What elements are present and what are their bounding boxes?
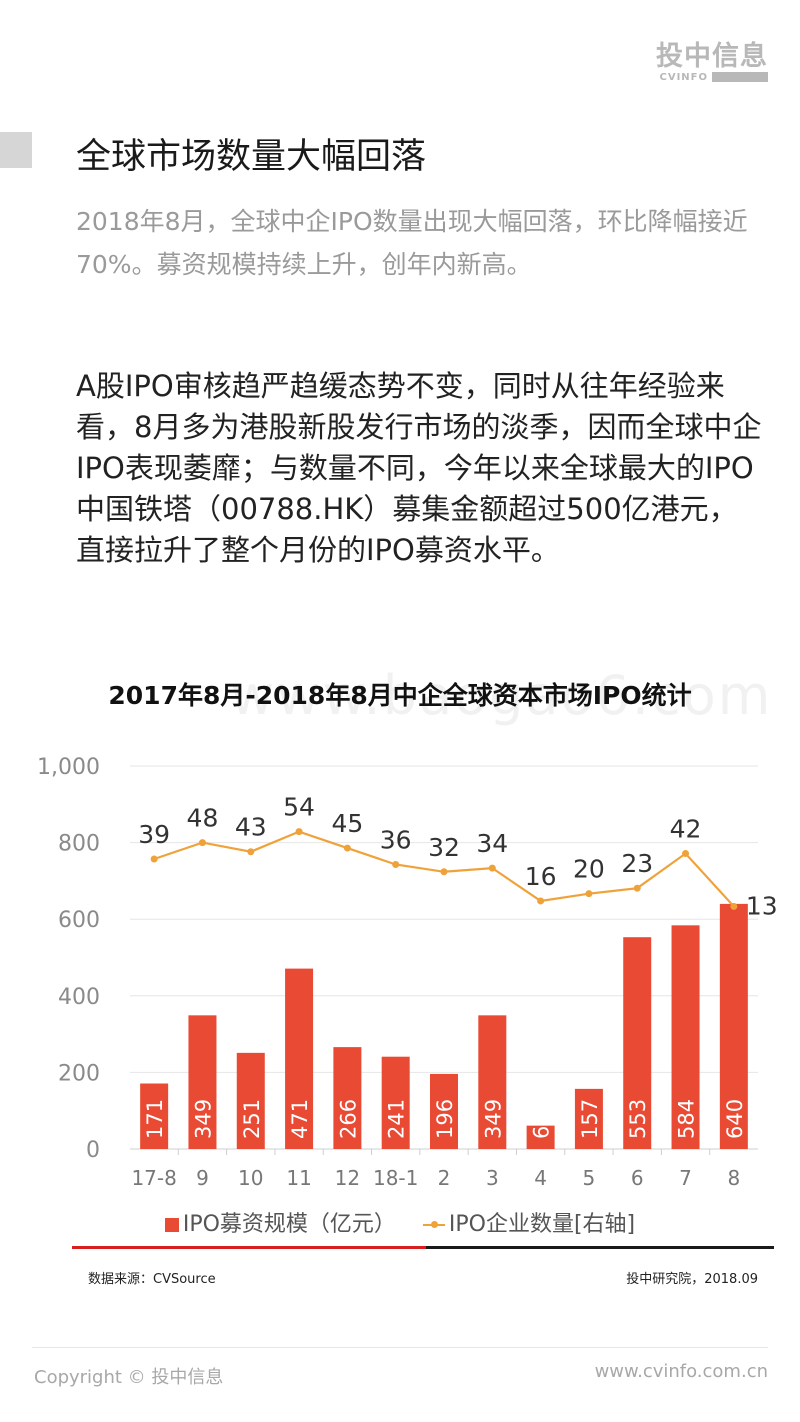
page-subtitle: 2018年8月，全球中企IPO数量出现大幅回落，环比降幅接近70%。募资规模持续… xyxy=(76,207,748,279)
line-data-label: 16 xyxy=(525,862,557,891)
x-tick-label: 8 xyxy=(727,1166,740,1190)
x-tick-label: 18-1 xyxy=(373,1166,418,1190)
line-point xyxy=(730,902,738,910)
site-url[interactable]: www.cvinfo.com.cn xyxy=(594,1361,768,1382)
line-point xyxy=(343,844,351,852)
bar xyxy=(719,903,748,1149)
logo-cn: 投中信息 xyxy=(656,41,768,72)
bar-data-label: 553 xyxy=(626,1099,650,1139)
x-tick-label: 6 xyxy=(631,1166,644,1190)
bar-data-label: 171 xyxy=(143,1099,167,1139)
bar xyxy=(236,1052,265,1149)
bar-data-label: 640 xyxy=(723,1099,747,1139)
line-point xyxy=(537,897,545,905)
x-tick-label: 17-8 xyxy=(131,1166,176,1190)
line-data-label: 45 xyxy=(331,809,363,838)
bar-data-label: 241 xyxy=(385,1099,409,1139)
legend-item-line: IPO企业数量[右轴] xyxy=(422,1206,636,1238)
line-data-label: 54 xyxy=(283,793,315,822)
line-data-label: 13 xyxy=(746,891,778,920)
legend-line-swatch xyxy=(422,1221,445,1228)
line-data-label: 20 xyxy=(573,855,605,884)
footer-divider xyxy=(32,1347,768,1348)
y-tick-label: 600 xyxy=(58,908,100,933)
line-point xyxy=(295,828,303,836)
bar xyxy=(671,925,700,1149)
legend-bar-label: IPO募资规模（亿元） xyxy=(182,1212,396,1237)
line-data-label: 36 xyxy=(380,825,412,854)
x-tick-label: 10 xyxy=(238,1166,263,1190)
chart-legend: IPO募资规模（亿元） IPO企业数量[右轴] xyxy=(0,1206,800,1238)
x-tick-label: 5 xyxy=(583,1166,596,1190)
line-point xyxy=(198,839,206,847)
bar-data-label: 251 xyxy=(240,1099,264,1139)
line-data-label: 42 xyxy=(670,815,702,844)
logo-bar xyxy=(712,72,768,82)
line-data-label: 39 xyxy=(138,820,170,849)
line-data-label: 48 xyxy=(187,804,219,833)
cvinfo-logo: 投中信息 CVINFO xyxy=(656,42,768,86)
divider-black xyxy=(426,1246,774,1249)
bar-data-label: 196 xyxy=(433,1099,457,1139)
y-tick-label: 200 xyxy=(58,1061,100,1086)
x-tick-label: 9 xyxy=(196,1166,209,1190)
line-point xyxy=(682,850,690,858)
x-tick-label: 12 xyxy=(335,1166,360,1190)
bar-data-label: 157 xyxy=(578,1099,602,1139)
bar-data-label: 349 xyxy=(191,1099,215,1139)
y-tick-label: 400 xyxy=(58,985,100,1010)
bar xyxy=(333,1047,362,1149)
bar-data-label: 266 xyxy=(336,1099,360,1139)
bar-data-label: 61 xyxy=(530,1112,554,1139)
bar-data-label: 349 xyxy=(481,1099,505,1139)
research-credit: 投中研究院，2018.09 xyxy=(626,1272,758,1287)
bar xyxy=(430,1073,458,1149)
x-tick-label: 11 xyxy=(286,1166,311,1190)
data-source: 数据来源：CVSource xyxy=(88,1272,216,1287)
bar-data-label: 584 xyxy=(675,1099,699,1139)
page-title: 全球市场数量大幅回落 xyxy=(76,137,427,177)
x-tick-label: 7 xyxy=(679,1166,692,1190)
bar xyxy=(140,1083,169,1149)
legend-bar-swatch xyxy=(164,1218,179,1232)
copyright-text: Copyright © 投中信息 xyxy=(34,1367,224,1388)
y-tick-label: 0 xyxy=(86,1138,100,1163)
x-tick-label: 3 xyxy=(486,1166,499,1190)
line-data-label: 34 xyxy=(476,829,508,858)
logo-en: CVINFO xyxy=(659,72,708,83)
line-point xyxy=(150,855,158,863)
line-data-label: 43 xyxy=(235,813,267,842)
title-marker xyxy=(0,132,32,168)
bar xyxy=(381,1056,410,1149)
bar-data-label: 471 xyxy=(288,1099,312,1139)
body-paragraph: A股IPO审核趋严趋缓态势不变，同时从往年经验来看，8月多为港股新股发行市场的淡… xyxy=(76,369,762,567)
line-data-label: 32 xyxy=(428,833,460,862)
line-point xyxy=(488,864,496,872)
line-data-label: 23 xyxy=(621,849,653,878)
legend-line-label: IPO企业数量[右轴] xyxy=(448,1212,636,1237)
x-tick-label: 4 xyxy=(534,1166,547,1190)
bar xyxy=(623,937,652,1149)
divider-red xyxy=(72,1246,426,1249)
line-point xyxy=(585,890,593,898)
y-tick-label: 1,000 xyxy=(37,755,100,780)
x-tick-label: 2 xyxy=(438,1166,451,1190)
line-point xyxy=(440,868,448,876)
chart-title: 2017年8月-2018年8月中企全球资本市场IPO统计 xyxy=(108,681,692,710)
line-point xyxy=(247,848,255,856)
y-tick-label: 800 xyxy=(58,832,100,857)
bar xyxy=(188,1015,217,1149)
bar xyxy=(574,1088,603,1149)
line-point xyxy=(633,884,641,892)
bar xyxy=(478,1015,507,1149)
line-point xyxy=(392,860,400,868)
legend-item-bar: IPO募资规模（亿元） xyxy=(164,1206,396,1238)
bar xyxy=(526,1125,555,1149)
bar xyxy=(285,968,314,1149)
